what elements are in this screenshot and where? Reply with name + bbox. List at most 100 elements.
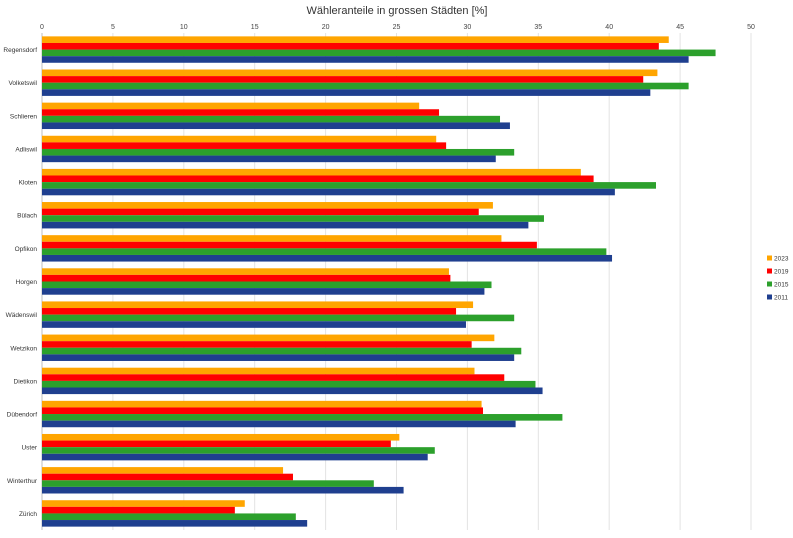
category-label: Dietikon [14, 378, 38, 385]
category-label: Kloten [19, 180, 38, 187]
category-label: Schlieren [10, 113, 37, 120]
category-label: Uster [21, 445, 37, 452]
category-label: Adliswil [15, 146, 37, 153]
bar-2015 [42, 115, 501, 123]
bar-2015 [42, 513, 296, 521]
bar-2019 [42, 274, 451, 282]
bar-2023 [42, 69, 658, 77]
x-tick-label: 0 [40, 24, 44, 31]
x-tick-label: 20 [322, 24, 330, 31]
legend-swatch [767, 281, 772, 287]
bar-2019 [42, 208, 479, 216]
x-tick-label: 40 [605, 24, 613, 31]
chart-title: Wähleranteile in grossen Städten [%] [307, 5, 488, 17]
bar-2023 [42, 500, 245, 507]
x-tick-label: 30 [464, 24, 472, 31]
x-tick-label: 10 [180, 24, 188, 31]
bar-2015 [42, 380, 536, 388]
bar-2011 [42, 420, 516, 428]
x-tick-label: 50 [747, 24, 755, 31]
bar-2019 [42, 473, 293, 481]
x-tick-label: 15 [251, 24, 259, 31]
bar-2023 [42, 301, 474, 309]
bars [42, 36, 716, 527]
category-label: Wetzikon [10, 345, 37, 352]
category-label: Zürich [19, 511, 37, 518]
bar-2011 [42, 254, 613, 262]
legend-swatch [767, 255, 772, 261]
bar-2011 [42, 387, 543, 395]
x-tick-label: 5 [111, 24, 115, 31]
bar-2019 [42, 341, 472, 348]
legend-label: 2011 [774, 295, 788, 302]
category-label: Opfikon [15, 246, 38, 253]
bar-2023 [42, 268, 449, 275]
bar-2019 [42, 440, 391, 448]
bar-2019 [42, 407, 483, 415]
bar-2015 [42, 248, 607, 255]
bar-2023 [42, 367, 475, 375]
bar-2011 [42, 453, 428, 461]
category-label: Bülach [17, 213, 37, 220]
bar-2015 [42, 480, 374, 487]
bar-2011 [42, 221, 529, 229]
bar-2011 [42, 122, 510, 130]
bar-2011 [42, 486, 404, 494]
bar-2015 [42, 182, 656, 189]
bar-2011 [42, 188, 615, 196]
bar-2015 [42, 447, 435, 454]
bar-2023 [42, 36, 669, 43]
category-label: Regensdorf [3, 47, 37, 54]
bar-2019 [42, 506, 235, 514]
bar-2019 [42, 76, 644, 83]
bar-2023 [42, 467, 284, 474]
bar-2023 [42, 235, 502, 242]
legend-swatch [767, 268, 772, 274]
category-label: Horgen [16, 279, 38, 286]
bar-2015 [42, 347, 522, 355]
bar-2023 [42, 102, 420, 110]
x-tick-label: 45 [676, 24, 684, 31]
bar-2019 [42, 42, 659, 50]
bar-2019 [42, 175, 594, 183]
bar-2011 [42, 321, 466, 328]
bar-2015 [42, 314, 515, 322]
bar-2011 [42, 354, 515, 361]
bar-2019 [42, 241, 537, 249]
bar-2015 [42, 49, 716, 57]
bar-2011 [42, 520, 308, 527]
bar-2023 [42, 168, 581, 176]
bar-2011 [42, 89, 651, 96]
bar-2019 [42, 308, 457, 315]
bar-2019 [42, 374, 505, 381]
bar-2023 [42, 202, 493, 209]
category-label: Winterthur [7, 478, 38, 485]
bar-2015 [42, 148, 515, 156]
category-label: Wädenswil [6, 312, 38, 319]
x-tick-label: 25 [393, 24, 401, 31]
bar-2023 [42, 334, 495, 342]
bar-2015 [42, 414, 563, 421]
bar-2015 [42, 215, 544, 222]
x-tick-label: 35 [534, 24, 542, 31]
bar-2019 [42, 109, 440, 116]
bar-2011 [42, 288, 485, 295]
legend-label: 2023 [774, 256, 789, 263]
bar-2023 [42, 135, 437, 143]
bar-2019 [42, 142, 447, 149]
bar-2023 [42, 400, 482, 408]
legend-swatch [767, 294, 772, 300]
bar-2015 [42, 82, 689, 90]
category-label: Dübendorf [7, 412, 38, 419]
bar-2015 [42, 281, 492, 289]
bar-2023 [42, 433, 400, 441]
legend-label: 2015 [774, 282, 789, 289]
category-label: Volketswil [8, 80, 37, 87]
legend: 2023 2019 2015 2011 [767, 255, 789, 302]
legend-label: 2019 [774, 269, 789, 276]
bar-2011 [42, 155, 496, 163]
x-axis-ticks: 0 5 10 15 20 25 30 35 40 45 50 [40, 24, 755, 31]
category-labels: Regensdorf Volketswil Schlieren Adliswil Klo… [3, 47, 37, 518]
bar-2011 [42, 56, 689, 63]
